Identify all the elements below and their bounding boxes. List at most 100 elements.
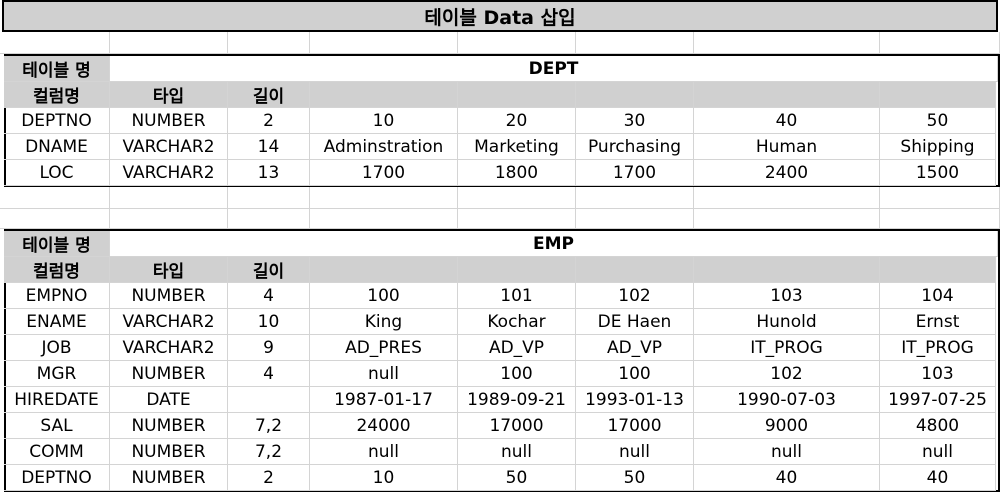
type-cell[interactable]: NUMBER (110, 413, 228, 439)
empty-cell[interactable] (310, 32, 458, 54)
empty-cell[interactable] (0, 209, 110, 229)
value-cell[interactable]: IT_PROG (880, 335, 996, 361)
header-cell[interactable] (310, 82, 458, 108)
value-cell[interactable]: 104 (880, 283, 996, 309)
value-cell[interactable]: AD_VP (458, 335, 576, 361)
value-cell[interactable]: Kochar (458, 309, 576, 335)
empty-cell[interactable] (694, 187, 880, 209)
value-cell[interactable]: AD_PRES (310, 335, 458, 361)
value-cell[interactable]: 1990-07-03 (694, 387, 880, 413)
length-cell[interactable]: 2 (228, 108, 310, 134)
value-cell[interactable]: 1500 (880, 160, 996, 186)
empty-cell[interactable] (880, 209, 1000, 229)
sheet-title[interactable]: 테이블 Data 삽입 (2, 0, 998, 32)
header-cell[interactable] (576, 257, 694, 283)
empty-cell[interactable] (694, 32, 880, 54)
value-cell[interactable]: 1997-07-25 (880, 387, 996, 413)
header-cell[interactable] (310, 257, 458, 283)
column-name-cell[interactable]: COMM (4, 439, 110, 465)
type-cell[interactable]: NUMBER (110, 465, 228, 491)
length-header[interactable]: 길이 (228, 82, 310, 108)
length-cell[interactable]: 9 (228, 335, 310, 361)
type-cell[interactable]: NUMBER (110, 439, 228, 465)
value-cell[interactable]: 1700 (576, 160, 694, 186)
empty-cell[interactable] (0, 32, 110, 54)
length-cell[interactable]: 13 (228, 160, 310, 186)
length-cell[interactable]: 4 (228, 283, 310, 309)
value-cell[interactable]: AD_VP (576, 335, 694, 361)
length-cell[interactable]: 14 (228, 134, 310, 160)
empty-cell[interactable] (110, 209, 228, 229)
header-cell[interactable] (694, 82, 880, 108)
column-name-cell[interactable]: DEPTNO (4, 108, 110, 134)
type-cell[interactable]: NUMBER (110, 283, 228, 309)
emp-table-name[interactable]: EMP (110, 231, 998, 257)
header-cell[interactable] (880, 82, 996, 108)
empty-cell[interactable] (310, 209, 458, 229)
length-cell[interactable]: 7,2 (228, 439, 310, 465)
empty-cell[interactable] (880, 32, 1000, 54)
value-cell[interactable]: 40 (694, 108, 880, 134)
value-cell[interactable]: Ernst (880, 309, 996, 335)
value-cell[interactable]: 102 (576, 283, 694, 309)
value-cell[interactable]: IT_PROG (694, 335, 880, 361)
type-cell[interactable]: VARCHAR2 (110, 160, 228, 186)
value-cell[interactable]: 20 (458, 108, 576, 134)
value-cell[interactable]: 50 (576, 465, 694, 491)
length-cell[interactable] (228, 387, 310, 413)
column-name-header[interactable]: 컬럼명 (4, 82, 110, 108)
value-cell[interactable]: 1987-01-17 (310, 387, 458, 413)
empty-cell[interactable] (110, 187, 228, 209)
value-cell[interactable]: null (880, 439, 996, 465)
value-cell[interactable]: 10 (310, 108, 458, 134)
value-cell[interactable]: Shipping (880, 134, 996, 160)
value-cell[interactable]: 50 (880, 108, 996, 134)
value-cell[interactable]: DE Haen (576, 309, 694, 335)
column-name-cell[interactable]: MGR (4, 361, 110, 387)
column-name-cell[interactable]: DEPTNO (4, 465, 110, 491)
column-name-cell[interactable]: ENAME (4, 309, 110, 335)
header-cell[interactable] (458, 82, 576, 108)
type-header[interactable]: 타입 (110, 257, 228, 283)
empty-cell[interactable] (576, 209, 694, 229)
empty-cell[interactable] (880, 187, 1000, 209)
type-cell[interactable]: VARCHAR2 (110, 134, 228, 160)
empty-cell[interactable] (458, 187, 576, 209)
empty-cell[interactable] (228, 32, 310, 54)
type-cell[interactable]: NUMBER (110, 361, 228, 387)
value-cell[interactable]: 103 (880, 361, 996, 387)
value-cell[interactable]: 100 (576, 361, 694, 387)
type-cell[interactable]: NUMBER (110, 108, 228, 134)
value-cell[interactable]: 24000 (310, 413, 458, 439)
value-cell[interactable]: 50 (458, 465, 576, 491)
header-cell[interactable] (458, 257, 576, 283)
value-cell[interactable]: 4800 (880, 413, 996, 439)
value-cell[interactable]: 40 (880, 465, 996, 491)
header-cell[interactable] (576, 82, 694, 108)
empty-cell[interactable] (228, 209, 310, 229)
value-cell[interactable]: 101 (458, 283, 576, 309)
value-cell[interactable]: 40 (694, 465, 880, 491)
dept-table-name[interactable]: DEPT (110, 56, 998, 82)
column-name-cell[interactable]: LOC (4, 160, 110, 186)
type-cell[interactable]: VARCHAR2 (110, 335, 228, 361)
value-cell[interactable]: 100 (310, 283, 458, 309)
length-cell[interactable]: 10 (228, 309, 310, 335)
header-cell[interactable] (880, 257, 996, 283)
value-cell[interactable]: 9000 (694, 413, 880, 439)
empty-cell[interactable] (694, 209, 880, 229)
empty-cell[interactable] (0, 187, 110, 209)
column-name-header[interactable]: 컬럼명 (4, 257, 110, 283)
column-name-cell[interactable]: SAL (4, 413, 110, 439)
value-cell[interactable]: 1989-09-21 (458, 387, 576, 413)
value-cell[interactable]: 1800 (458, 160, 576, 186)
value-cell[interactable]: 17000 (576, 413, 694, 439)
value-cell[interactable]: 102 (694, 361, 880, 387)
value-cell[interactable]: Purchasing (576, 134, 694, 160)
table-name-label[interactable]: 테이블 명 (4, 56, 110, 82)
length-cell[interactable]: 2 (228, 465, 310, 491)
value-cell[interactable]: Human (694, 134, 880, 160)
table-name-label[interactable]: 테이블 명 (4, 231, 110, 257)
value-cell[interactable]: 1700 (310, 160, 458, 186)
value-cell[interactable]: null (310, 361, 458, 387)
